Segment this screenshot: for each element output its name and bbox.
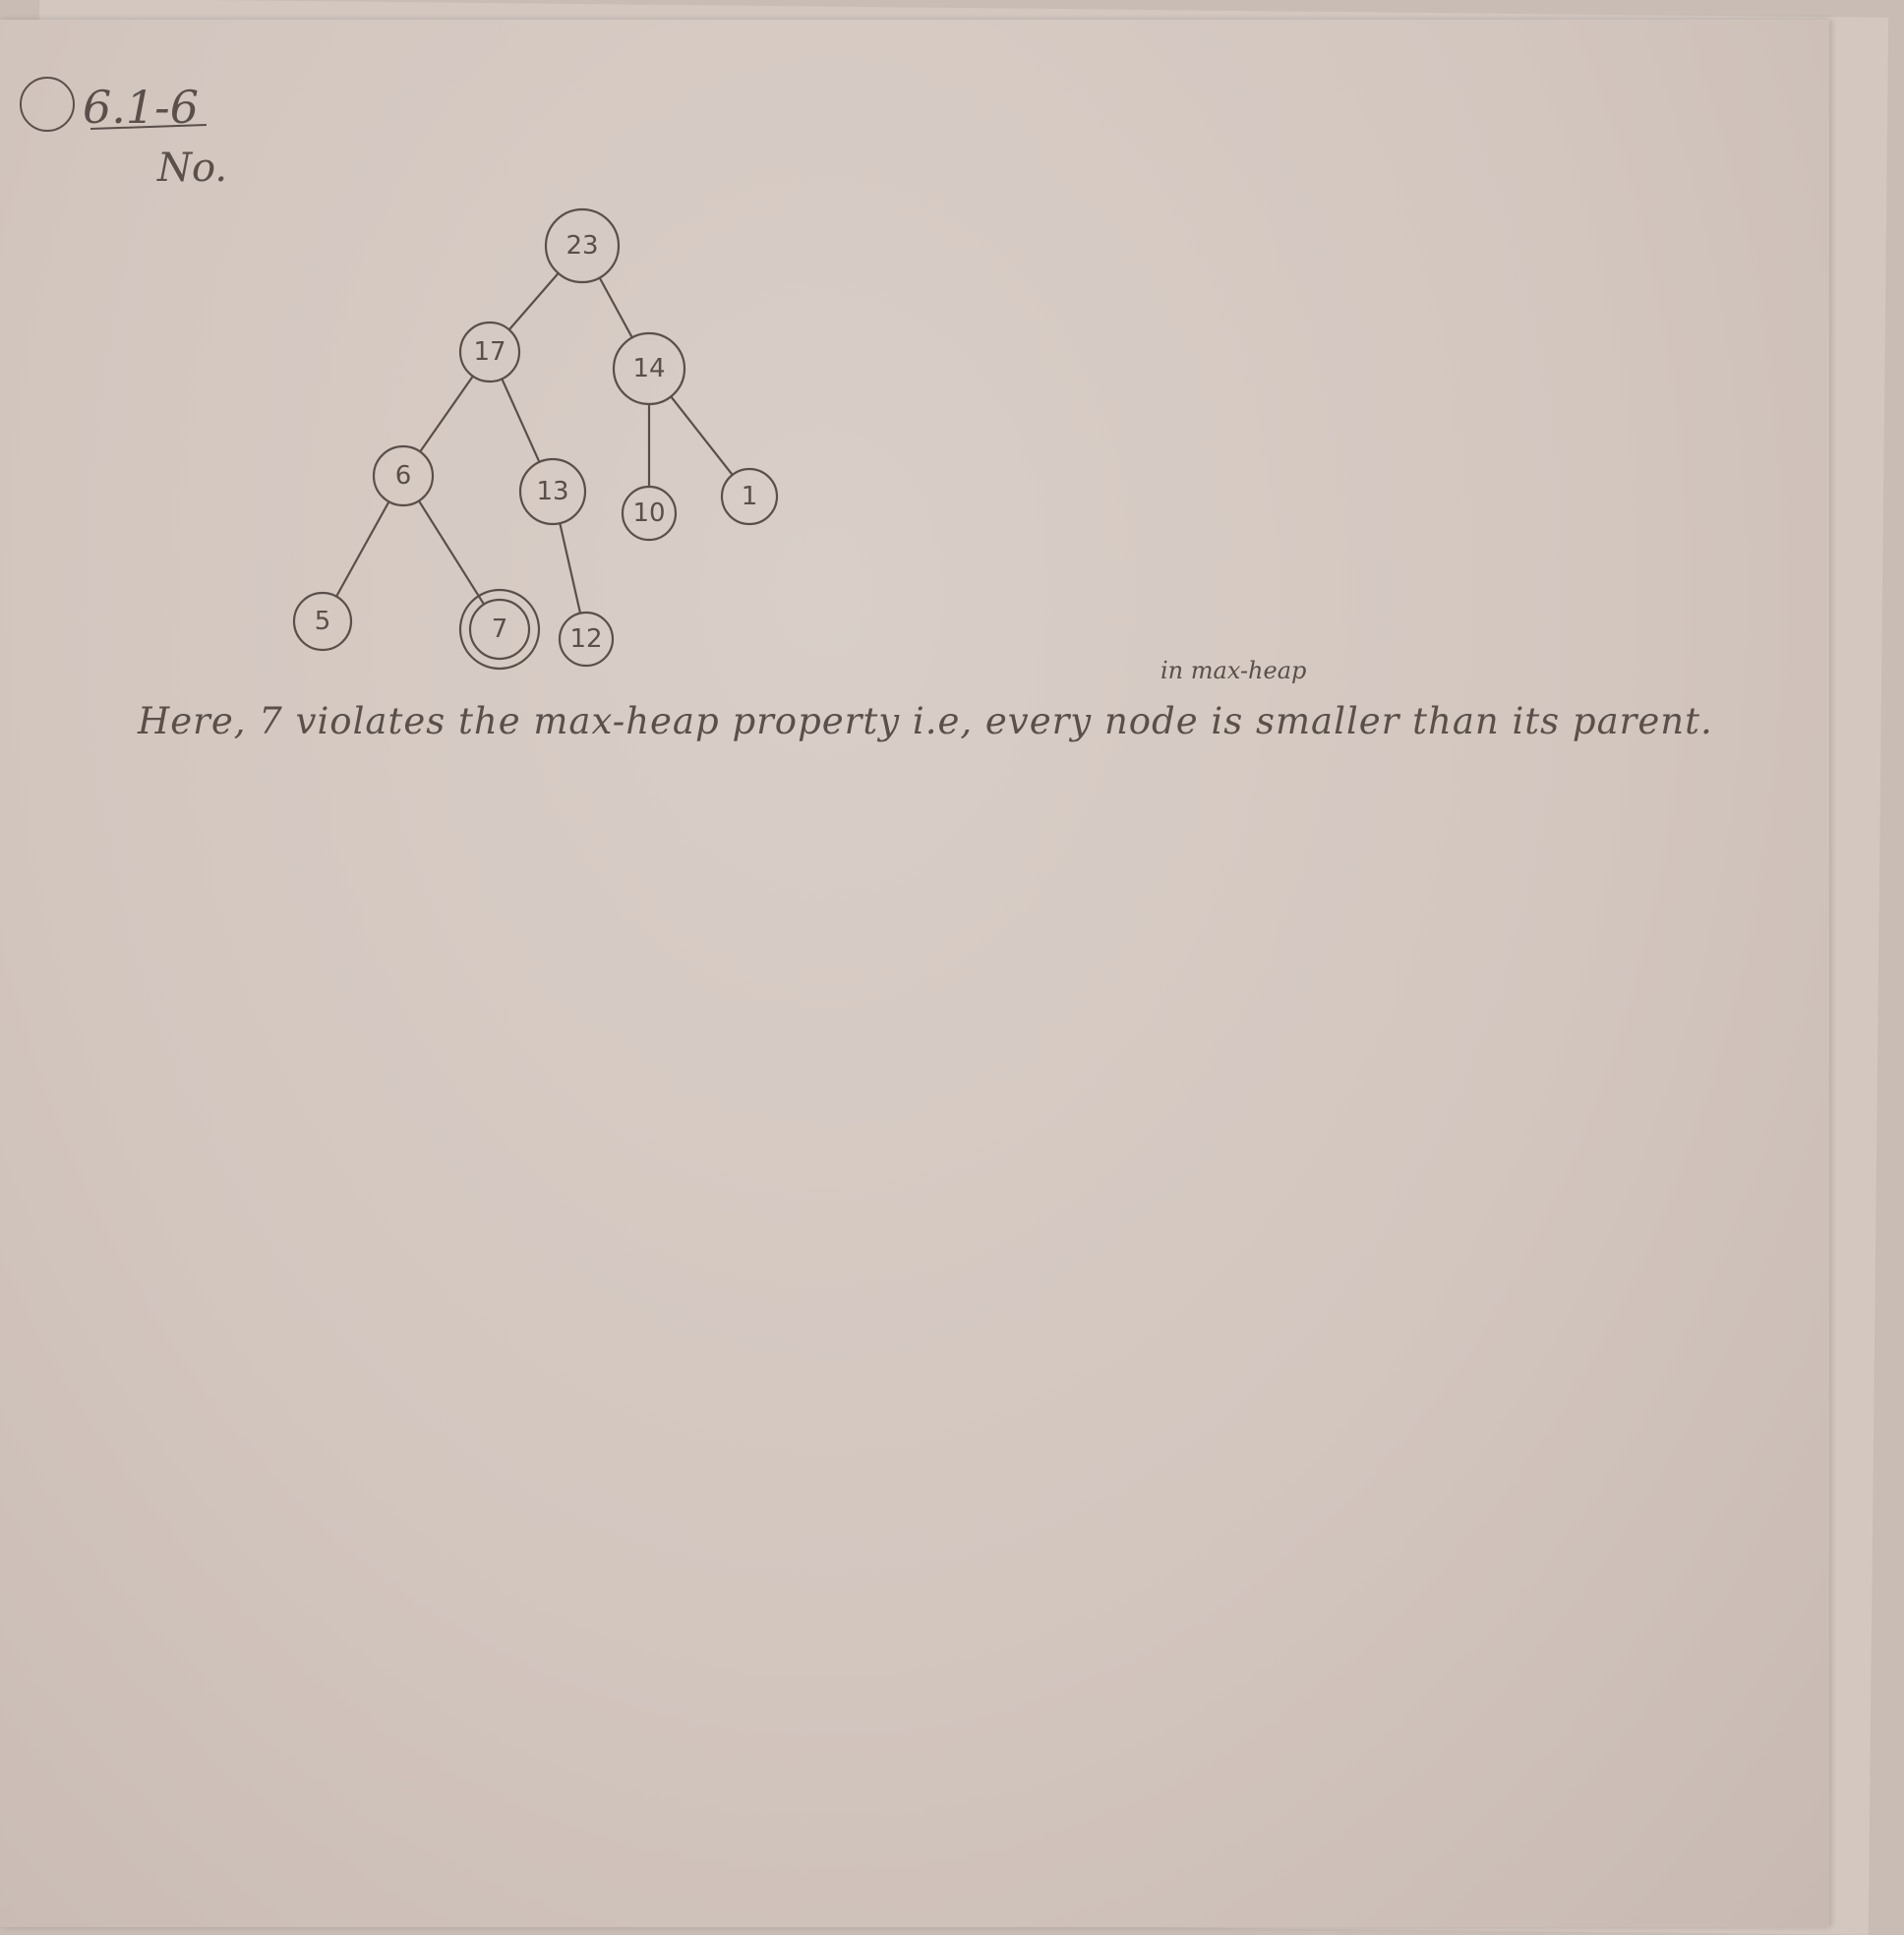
- node-circle: [544, 207, 621, 284]
- insertion-note: in max-heap: [1160, 657, 1307, 684]
- tree-node: 17: [458, 321, 521, 383]
- question-bullet-circle: [20, 77, 75, 132]
- node-circle: [621, 485, 678, 542]
- node-circle: [558, 611, 615, 668]
- node-value: 6: [395, 461, 412, 491]
- tree-node: 12: [558, 611, 615, 668]
- tree-edge: [419, 375, 474, 453]
- node-value: 7: [492, 615, 508, 644]
- tree-edge: [598, 276, 633, 339]
- node-circle: [468, 598, 531, 661]
- tree-node: 7: [458, 588, 541, 671]
- tree-edge: [334, 500, 390, 598]
- node-value: 14: [632, 354, 665, 383]
- tree-edge: [507, 271, 560, 331]
- node-circle: [612, 331, 686, 406]
- tree-node: 5: [292, 591, 353, 652]
- tree-node: 6: [372, 444, 435, 507]
- tree-nodes: 23 17 14 6 13 10 1 5 7 12: [292, 207, 779, 671]
- answer-text: No.: [157, 146, 228, 191]
- node-value: 10: [632, 498, 665, 528]
- node-circle: [518, 457, 587, 526]
- tree-node: 23: [544, 207, 621, 284]
- tree-edges: [334, 271, 734, 615]
- node-value: 13: [536, 477, 568, 506]
- tree-edge: [417, 499, 486, 606]
- node-value: 12: [569, 624, 602, 654]
- tree-node: 13: [518, 457, 587, 526]
- node-value: 17: [473, 337, 506, 367]
- node-circle: [372, 444, 435, 507]
- node-highlight-ring: [458, 588, 541, 671]
- tree-node: 10: [621, 485, 678, 542]
- tree-node: 14: [612, 331, 686, 406]
- node-value: 23: [565, 231, 598, 261]
- node-circle: [720, 467, 779, 526]
- node-circle: [292, 591, 353, 652]
- tree-edge: [670, 395, 734, 477]
- tree-edge: [559, 522, 582, 615]
- tree-node: 1: [720, 467, 779, 526]
- node-value: 5: [315, 607, 331, 636]
- explanation-text: Here, 7 violates the max-heap property i…: [138, 700, 1713, 742]
- question-number: 6.1-6: [83, 81, 199, 134]
- node-value: 1: [742, 482, 758, 511]
- node-circle: [458, 321, 521, 383]
- paper-sheet: [0, 20, 1829, 1927]
- tree-edge: [501, 378, 541, 464]
